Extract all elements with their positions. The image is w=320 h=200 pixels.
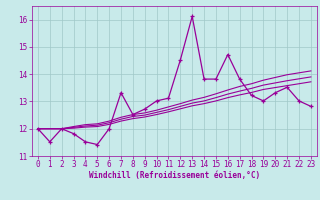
X-axis label: Windchill (Refroidissement éolien,°C): Windchill (Refroidissement éolien,°C) <box>89 171 260 180</box>
